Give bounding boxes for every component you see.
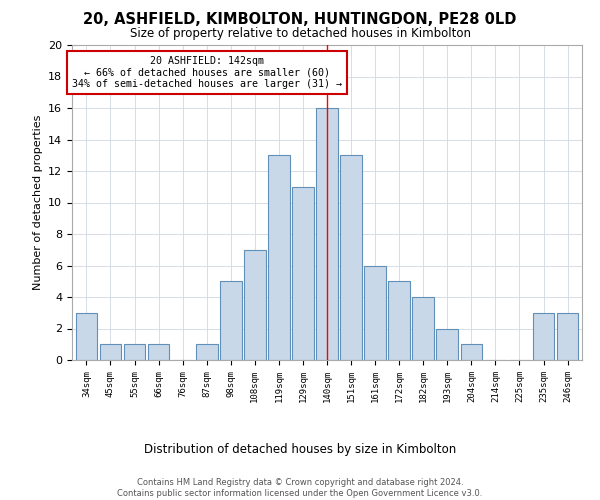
Text: Size of property relative to detached houses in Kimbolton: Size of property relative to detached ho… (130, 28, 470, 40)
Bar (340, 155, 362, 360)
Bar (388, 281, 410, 360)
Text: Distribution of detached houses by size in Kimbolton: Distribution of detached houses by size … (144, 442, 456, 456)
Bar (76, 313, 97, 360)
Text: 20, ASHFIELD, KIMBOLTON, HUNTINGDON, PE28 0LD: 20, ASHFIELD, KIMBOLTON, HUNTINGDON, PE2… (83, 12, 517, 28)
Bar (461, 344, 482, 360)
Bar (196, 344, 218, 360)
Bar (244, 250, 266, 360)
Bar (412, 297, 434, 360)
Bar (316, 108, 338, 360)
Bar (124, 344, 145, 360)
Bar (364, 266, 386, 360)
Bar (220, 281, 242, 360)
Bar (557, 313, 578, 360)
Bar (292, 186, 314, 360)
Bar (100, 344, 121, 360)
Text: Contains HM Land Registry data © Crown copyright and database right 2024.
Contai: Contains HM Land Registry data © Crown c… (118, 478, 482, 498)
Text: 20 ASHFIELD: 142sqm
← 66% of detached houses are smaller (60)
34% of semi-detach: 20 ASHFIELD: 142sqm ← 66% of detached ho… (72, 56, 342, 89)
Bar (436, 328, 458, 360)
Y-axis label: Number of detached properties: Number of detached properties (32, 115, 43, 290)
Bar (533, 313, 554, 360)
Bar (268, 155, 290, 360)
Bar (148, 344, 169, 360)
